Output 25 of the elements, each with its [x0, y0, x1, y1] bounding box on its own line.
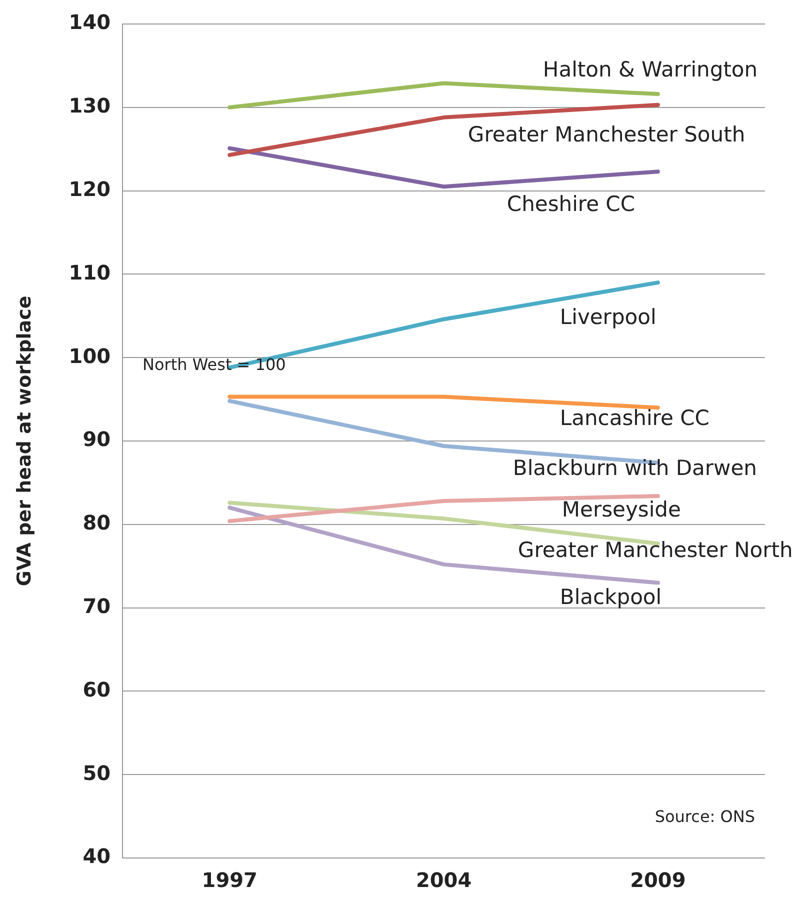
series-label: Greater Manchester South [468, 122, 746, 146]
series-label: Blackpool [560, 585, 662, 610]
series-label: Liverpool [560, 304, 656, 329]
series-label: Lancashire CC [560, 406, 710, 430]
y-tick-label: 90 [82, 427, 111, 452]
y-tick-label: 70 [82, 594, 111, 618]
x-tick-label: 2004 [416, 868, 472, 892]
y-tick-label: 110 [68, 260, 111, 284]
y-tick-label: 130 [68, 94, 111, 118]
annotation: Source: ONS [654, 807, 755, 826]
y-tick-label: 100 [68, 344, 111, 368]
series-label: Halton & Warrington [542, 58, 758, 82]
y-tick-label: 120 [68, 177, 111, 202]
x-tick-label: 2009 [630, 868, 686, 892]
x-tick-label: 1997 [202, 868, 258, 892]
y-tick-label: 40 [82, 844, 111, 868]
series-label: Greater Manchester North [518, 538, 793, 562]
y-axis-title: GVA per head at workplace [13, 296, 36, 586]
series-label: Cheshire CC [506, 192, 636, 216]
series-label: Blackburn with Darwen [512, 456, 757, 480]
series-label: Merseyside [562, 497, 681, 522]
y-tick-label: 140 [68, 10, 111, 34]
y-tick-label: 80 [82, 510, 111, 535]
y-tick-label: 60 [82, 677, 111, 702]
y-tick-label: 50 [82, 760, 111, 785]
